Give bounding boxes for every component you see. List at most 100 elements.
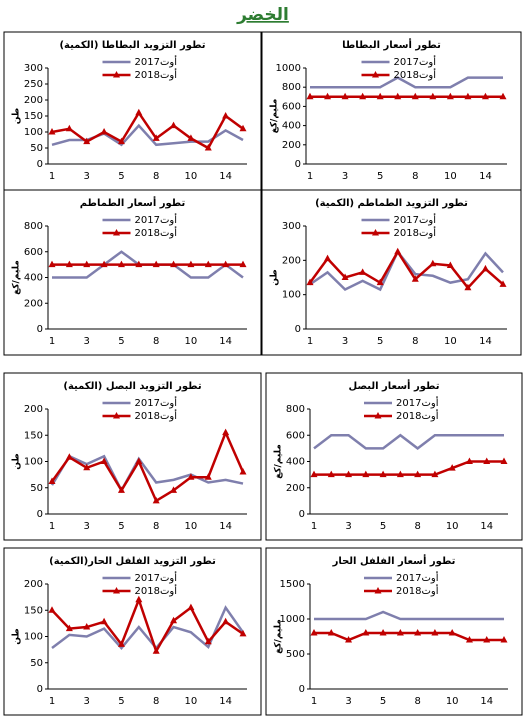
- series-marker: [65, 260, 73, 268]
- x-tick-label: 5: [118, 521, 124, 532]
- series-marker: [187, 603, 195, 611]
- series-line: [51, 110, 244, 150]
- chart-frame: [261, 189, 522, 356]
- series-marker: [100, 260, 108, 268]
- x-tick-label: 10: [185, 336, 198, 347]
- series-marker: [170, 616, 178, 624]
- x-tick-label: 14: [479, 336, 492, 347]
- series-marker: [362, 470, 370, 478]
- x-tick-label: 5: [118, 696, 124, 707]
- x-tick-label: 1: [311, 696, 317, 707]
- x-tick-label: 14: [219, 336, 232, 347]
- y-tick-label: 0: [37, 684, 43, 695]
- series-marker: [222, 617, 230, 625]
- series-marker: [500, 636, 508, 643]
- series-marker: [465, 636, 473, 643]
- legend-marker: [113, 229, 120, 236]
- x-tick-label: 3: [84, 696, 90, 707]
- legend-label: أوت2017: [135, 571, 178, 584]
- chart: تطور أسعار الفلفل الحارمليم/كغ0500100015…: [265, 547, 523, 716]
- legend-label: أوت2017: [396, 571, 439, 584]
- series-marker: [135, 457, 143, 464]
- series-marker: [499, 92, 507, 100]
- series-line: [309, 249, 504, 292]
- series-marker: [204, 637, 212, 645]
- x-tick-label: 3: [84, 171, 90, 182]
- y-tick-label: 0: [37, 159, 43, 170]
- y-axis-label: مليم/كغ: [274, 619, 284, 654]
- y-tick-label: 500: [286, 649, 305, 660]
- series-marker: [464, 283, 472, 291]
- chart-title: تطور التزويد الفلفل الحار(الكمية): [49, 556, 216, 567]
- x-tick-label: 10: [185, 696, 198, 707]
- y-tick-label: 0: [37, 324, 43, 335]
- series-marker: [48, 606, 56, 613]
- series-line: [314, 610, 504, 621]
- x-tick-label: 14: [219, 696, 232, 707]
- y-tick-label: 100: [282, 290, 301, 301]
- series-marker: [411, 275, 419, 282]
- legend-label: أوت2018: [394, 226, 437, 239]
- y-tick-label: 0: [299, 509, 305, 520]
- series-marker: [481, 92, 489, 100]
- x-tick-label: 1: [307, 336, 313, 347]
- series-marker: [341, 92, 349, 100]
- chart-frame: [265, 547, 523, 716]
- series-marker: [135, 595, 143, 603]
- series-marker: [65, 624, 73, 632]
- y-tick-label: 200: [24, 579, 43, 590]
- y-tick-label: 200: [282, 140, 301, 151]
- x-tick-label: 3: [345, 521, 351, 532]
- series-marker: [48, 477, 56, 484]
- y-tick-label: 1000: [280, 614, 305, 625]
- legend-marker: [113, 71, 120, 78]
- y-axis-label: مليم/كغ: [274, 444, 284, 479]
- series-line: [310, 76, 503, 89]
- y-tick-label: 300: [24, 63, 43, 74]
- series-line: [314, 460, 504, 476]
- y-tick-label: 250: [24, 79, 43, 90]
- y-tick-label: 0: [299, 684, 305, 695]
- series-marker: [239, 629, 247, 637]
- chart: تطور التزويد البصل (الكمية) طن 0 50 100 150 20…: [3, 372, 262, 541]
- legend-marker: [113, 587, 120, 594]
- chart: تطور التزويد الفلفل الحار(الكمية) طن 0 50 10…: [3, 547, 262, 716]
- y-tick-label: 600: [24, 247, 43, 258]
- series-marker: [429, 92, 437, 100]
- y-axis-label: طن: [12, 453, 22, 470]
- x-tick-label: 1: [49, 336, 55, 347]
- legend-label: أوت2017: [135, 55, 178, 68]
- y-tick-label: 300: [282, 221, 301, 232]
- chart-title: تطور أسعار البطاطا: [342, 38, 441, 51]
- series-marker: [465, 457, 473, 464]
- x-tick-label: 8: [414, 521, 420, 532]
- x-tick-label: 14: [219, 521, 232, 532]
- y-axis-label: مليم/كغ: [12, 260, 22, 295]
- series-marker: [222, 112, 230, 119]
- series-marker: [310, 470, 318, 478]
- series-marker: [324, 92, 332, 100]
- series-marker: [448, 464, 456, 471]
- y-tick-label: 100: [24, 632, 43, 643]
- legend-marker: [372, 229, 379, 236]
- y-tick-label: 200: [286, 483, 305, 494]
- x-tick-label: 10: [185, 521, 198, 532]
- legend-marker: [372, 71, 379, 78]
- y-tick-label: 800: [282, 82, 301, 93]
- chart-frame: [3, 372, 262, 541]
- chart: تطور أسعار الطماطم مليم/كغ 0 200 400 600 800 1 3…: [3, 189, 262, 356]
- series-marker: [152, 134, 160, 141]
- x-tick-label: 8: [414, 696, 420, 707]
- series-marker: [65, 453, 73, 460]
- series-marker: [83, 623, 91, 630]
- chart-frame: [265, 372, 523, 541]
- chart-title: تطور أسعار البصل: [349, 379, 440, 392]
- chart-frame: [3, 547, 262, 716]
- x-tick-label: 5: [377, 171, 383, 182]
- y-tick-label: 50: [30, 143, 43, 154]
- y-axis-label: مليم/كغ: [270, 99, 280, 134]
- series-marker: [359, 268, 367, 275]
- y-tick-label: 100: [24, 457, 43, 468]
- x-tick-label: 14: [479, 171, 492, 182]
- series-marker: [83, 463, 91, 471]
